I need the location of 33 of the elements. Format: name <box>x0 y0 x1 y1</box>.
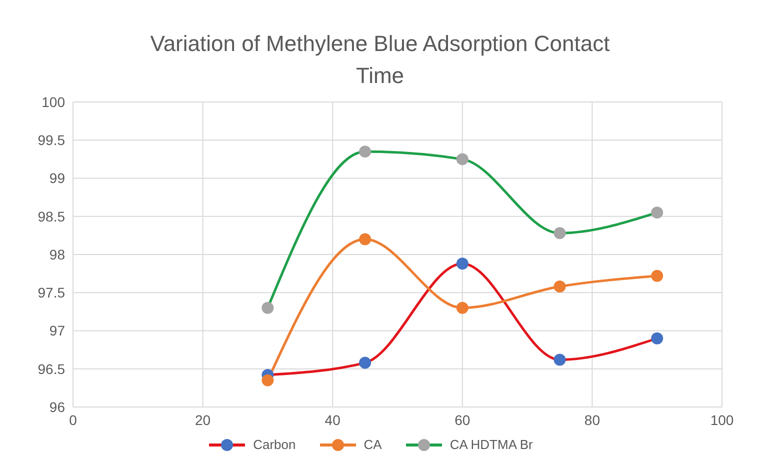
x-tick-label: 60 <box>454 412 470 428</box>
y-tick-label: 98 <box>49 246 66 262</box>
point <box>554 280 566 293</box>
point <box>262 374 274 386</box>
legend-label: CA HDTMA Br <box>450 437 533 452</box>
x-tick-label: 80 <box>584 412 600 428</box>
point <box>359 233 372 246</box>
point <box>359 146 372 158</box>
point <box>554 227 566 240</box>
y-tick-label: 98.5 <box>38 208 66 224</box>
point <box>651 206 664 219</box>
legend-label: Carbon <box>253 437 296 452</box>
point <box>456 258 468 270</box>
y-tick-label: 100 <box>42 94 66 110</box>
point <box>456 153 468 166</box>
point <box>651 332 664 344</box>
legend-label: CA <box>364 437 382 452</box>
y-tick-label: 97.5 <box>38 284 66 301</box>
x-tick-label: 100 <box>710 412 734 428</box>
chart-title: Variation of Methylene Blue Adsorption Contact Time <box>150 30 610 90</box>
point <box>554 354 566 366</box>
y-tick-label: 99 <box>49 170 66 186</box>
x-tick-label: 40 <box>324 412 341 428</box>
y-tick-label: 97 <box>49 322 66 339</box>
y-tick-label: 96 <box>49 398 66 415</box>
point <box>262 302 274 314</box>
point <box>359 356 372 369</box>
point <box>456 302 468 314</box>
point <box>651 270 664 282</box>
y-tick-label: 99.5 <box>38 132 66 148</box>
y-tick-label: 96.5 <box>38 360 66 377</box>
x-tick-label: 20 <box>195 412 211 428</box>
x-tick-label: 0 <box>69 412 78 428</box>
